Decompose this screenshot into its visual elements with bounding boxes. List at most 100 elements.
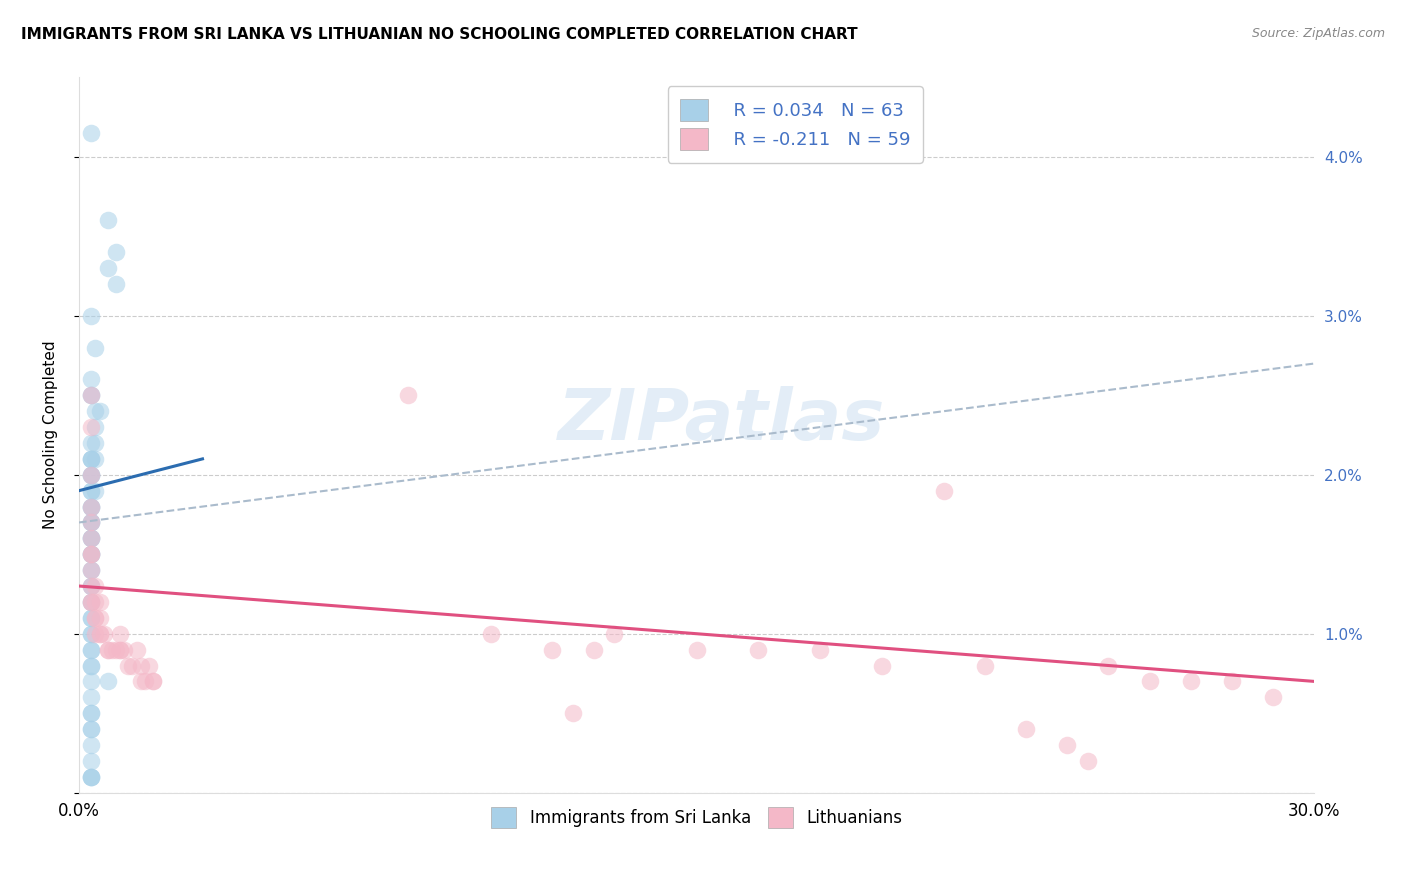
Point bbox=[97, 213, 120, 227]
Point bbox=[80, 563, 103, 577]
Point bbox=[80, 532, 103, 546]
Point bbox=[80, 611, 103, 625]
Point bbox=[932, 483, 955, 498]
Point bbox=[80, 690, 103, 705]
Point bbox=[541, 642, 564, 657]
Point bbox=[125, 642, 148, 657]
Point bbox=[97, 674, 120, 689]
Point bbox=[80, 770, 103, 784]
Point bbox=[80, 563, 103, 577]
Point bbox=[80, 388, 103, 402]
Point bbox=[808, 642, 831, 657]
Point bbox=[80, 595, 103, 609]
Point bbox=[1220, 674, 1243, 689]
Text: Source: ZipAtlas.com: Source: ZipAtlas.com bbox=[1251, 27, 1385, 40]
Point bbox=[80, 516, 103, 530]
Point bbox=[121, 658, 143, 673]
Point bbox=[80, 706, 103, 721]
Point bbox=[142, 674, 165, 689]
Point bbox=[80, 706, 103, 721]
Point bbox=[80, 547, 103, 561]
Point bbox=[870, 658, 893, 673]
Point bbox=[1097, 658, 1119, 673]
Point bbox=[80, 388, 103, 402]
Point bbox=[685, 642, 707, 657]
Point bbox=[80, 126, 103, 140]
Point bbox=[80, 500, 103, 514]
Point bbox=[973, 658, 995, 673]
Point bbox=[80, 738, 103, 752]
Point bbox=[80, 547, 103, 561]
Point bbox=[84, 341, 107, 355]
Point bbox=[80, 467, 103, 482]
Point bbox=[105, 642, 128, 657]
Point bbox=[80, 451, 103, 466]
Point bbox=[80, 516, 103, 530]
Point bbox=[80, 642, 103, 657]
Point bbox=[129, 658, 152, 673]
Point bbox=[105, 277, 128, 291]
Point bbox=[479, 626, 502, 640]
Point bbox=[108, 626, 131, 640]
Point bbox=[1015, 722, 1038, 736]
Legend: Immigrants from Sri Lanka, Lithuanians: Immigrants from Sri Lanka, Lithuanians bbox=[485, 801, 908, 834]
Point bbox=[80, 563, 103, 577]
Point bbox=[93, 626, 115, 640]
Point bbox=[84, 579, 107, 593]
Point bbox=[80, 722, 103, 736]
Point bbox=[129, 674, 152, 689]
Point bbox=[396, 388, 419, 402]
Point bbox=[1139, 674, 1161, 689]
Point bbox=[89, 611, 111, 625]
Point bbox=[1056, 738, 1078, 752]
Text: IMMIGRANTS FROM SRI LANKA VS LITHUANIAN NO SCHOOLING COMPLETED CORRELATION CHART: IMMIGRANTS FROM SRI LANKA VS LITHUANIAN … bbox=[21, 27, 858, 42]
Point bbox=[80, 372, 103, 386]
Point bbox=[80, 547, 103, 561]
Point bbox=[84, 626, 107, 640]
Point bbox=[80, 451, 103, 466]
Point bbox=[80, 388, 103, 402]
Point bbox=[80, 532, 103, 546]
Point bbox=[97, 261, 120, 276]
Point bbox=[562, 706, 585, 721]
Point bbox=[80, 516, 103, 530]
Text: ZIPatlas: ZIPatlas bbox=[558, 386, 884, 455]
Point bbox=[80, 658, 103, 673]
Point bbox=[84, 436, 107, 450]
Point bbox=[80, 483, 103, 498]
Point bbox=[1261, 690, 1284, 705]
Point bbox=[80, 500, 103, 514]
Point bbox=[112, 642, 135, 657]
Point bbox=[80, 722, 103, 736]
Point bbox=[80, 626, 103, 640]
Point bbox=[80, 595, 103, 609]
Point bbox=[80, 579, 103, 593]
Point bbox=[80, 770, 103, 784]
Point bbox=[80, 532, 103, 546]
Point bbox=[101, 642, 124, 657]
Point bbox=[80, 500, 103, 514]
Point bbox=[80, 611, 103, 625]
Point bbox=[80, 309, 103, 323]
Point bbox=[80, 642, 103, 657]
Point bbox=[80, 436, 103, 450]
Point bbox=[80, 579, 103, 593]
Point bbox=[84, 451, 107, 466]
Point bbox=[582, 642, 605, 657]
Point bbox=[80, 547, 103, 561]
Point bbox=[80, 516, 103, 530]
Point bbox=[89, 626, 111, 640]
Point bbox=[134, 674, 156, 689]
Point bbox=[108, 642, 131, 657]
Point bbox=[89, 626, 111, 640]
Point bbox=[80, 754, 103, 768]
Point bbox=[80, 579, 103, 593]
Point bbox=[80, 626, 103, 640]
Point bbox=[84, 595, 107, 609]
Point bbox=[84, 483, 107, 498]
Point bbox=[80, 770, 103, 784]
Point bbox=[80, 420, 103, 434]
Point bbox=[1077, 754, 1099, 768]
Point bbox=[89, 404, 111, 418]
Point bbox=[80, 595, 103, 609]
